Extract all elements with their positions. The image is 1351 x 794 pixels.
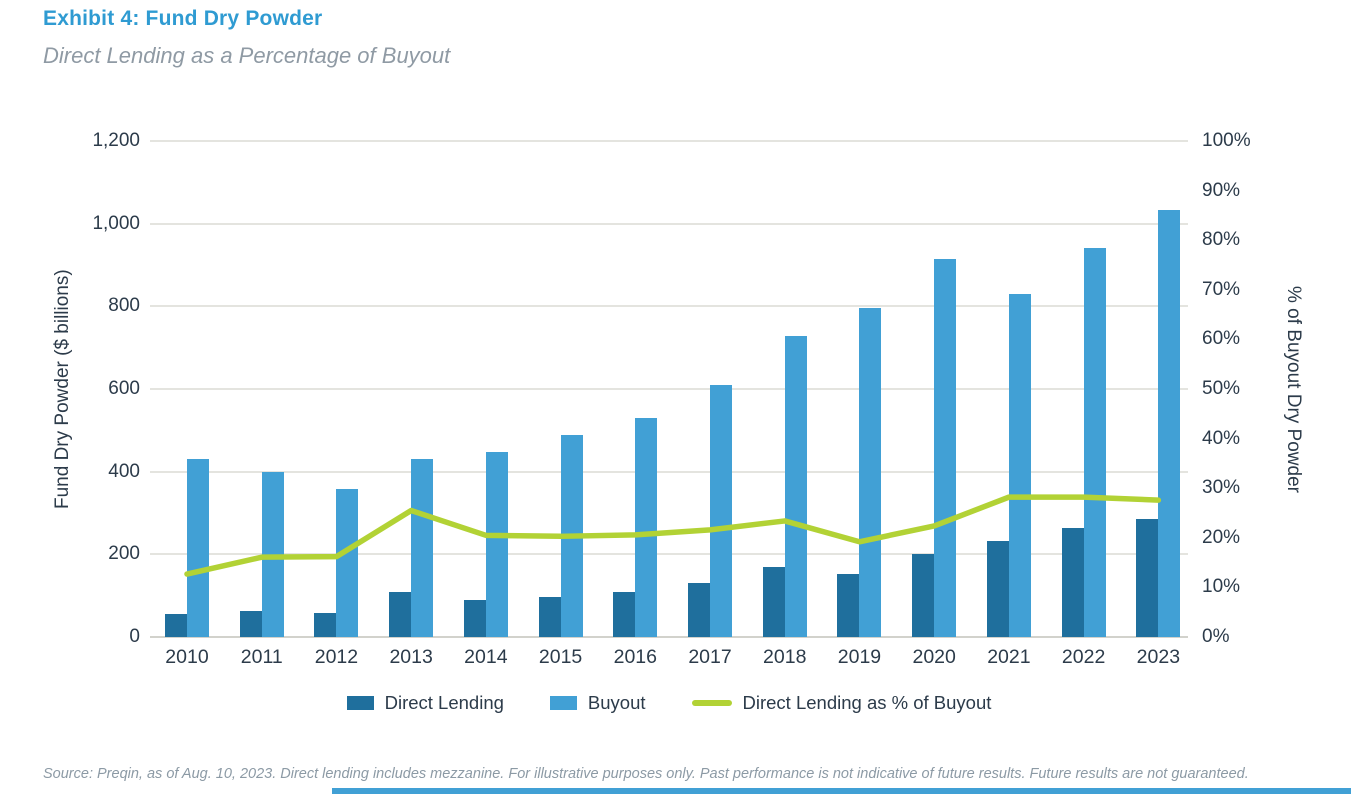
- right-tick-label: 20%: [1202, 526, 1241, 548]
- bar-direct-lending-2015: [538, 596, 561, 637]
- bar-buyout-2019: [859, 307, 882, 637]
- bar-direct-lending-2018: [762, 566, 785, 637]
- source-note: Source: Preqin, as of Aug. 10, 2023. Dir…: [43, 766, 1249, 782]
- x-axis-label-2018: 2018: [763, 646, 807, 668]
- x-axis-label-2012: 2012: [314, 646, 359, 668]
- footer-accent-bar: [332, 788, 1351, 794]
- bar-direct-lending-2020: [912, 554, 935, 637]
- right-tick-label: 80%: [1202, 229, 1241, 251]
- bar-direct-lending-2014: [463, 599, 486, 637]
- bar-buyout-2017: [710, 384, 733, 637]
- bar-buyout-2012: [336, 489, 359, 637]
- x-axis-label-2020: 2020: [912, 646, 956, 668]
- bar-buyout-2013: [411, 459, 434, 637]
- x-axis-label-2017: 2017: [688, 646, 732, 668]
- right-tick-label: 10%: [1202, 576, 1241, 598]
- right-tick-label: 100%: [1202, 130, 1251, 151]
- legend-label: Direct Lending as % of Buyout: [742, 692, 992, 713]
- gridline: [150, 388, 1188, 390]
- bar-buyout-2021: [1008, 293, 1031, 637]
- gridline: [150, 553, 1188, 556]
- right-tick-label: 0%: [1202, 626, 1230, 647]
- bar-direct-lending-2023: [1136, 519, 1159, 637]
- legend-label: Direct Lending: [384, 692, 504, 713]
- gridline: [150, 140, 1188, 142]
- right-tick-label: 70%: [1202, 278, 1241, 300]
- gridline: [150, 305, 1188, 308]
- bar-buyout-2014: [485, 452, 508, 637]
- exhibit-subtitle: Direct Lending as a Percentage of Buyout: [43, 43, 451, 68]
- bar-direct-lending-2011: [239, 610, 262, 637]
- chart-legend: Direct Lending Buyout Direct Lending as % …: [150, 692, 1188, 714]
- legend-item-direct-lending-as-of-buyout: Direct Lending as % of Buyout: [691, 692, 992, 714]
- legend-item-buyout: Buyout: [549, 692, 646, 714]
- right-tick-label: 60%: [1202, 328, 1241, 350]
- bar-buyout-2010: [187, 459, 209, 637]
- x-axis-label-2010: 2010: [165, 646, 209, 668]
- bar-buyout-2016: [635, 417, 658, 637]
- bar-direct-lending-2010: [165, 614, 187, 637]
- left-tick-label: 1,000: [92, 212, 140, 234]
- gridline: [150, 222, 1188, 225]
- bar-direct-lending-2016: [613, 592, 636, 637]
- bar-buyout-2023: [1158, 210, 1181, 637]
- x-axis-label-2022: 2022: [1061, 646, 1106, 668]
- right-axis-title: % of Buyout Dry Powder: [1283, 285, 1304, 493]
- left-tick-label: 0: [129, 626, 140, 647]
- bar-direct-lending-2021: [986, 541, 1009, 637]
- left-tick-label: 1,200: [92, 130, 140, 151]
- right-tick-label: 90%: [1202, 179, 1241, 201]
- right-tick-label: 40%: [1202, 427, 1241, 449]
- x-axis-label-2021: 2021: [987, 646, 1031, 668]
- left-tick-label: 600: [108, 378, 140, 399]
- right-tick-label: 30%: [1202, 477, 1241, 499]
- x-axis-label-2023: 2023: [1136, 646, 1181, 668]
- x-axis-label-2014: 2014: [464, 646, 508, 668]
- bar-direct-lending-2013: [389, 592, 412, 637]
- legend-bar-swatch: [549, 696, 577, 710]
- bar-buyout-2022: [1083, 248, 1106, 637]
- bar-direct-lending-2019: [837, 574, 860, 637]
- bar-buyout-2020: [934, 258, 957, 637]
- x-axis-label-2015: 2015: [538, 646, 583, 668]
- legend-item-direct-lending: Direct Lending: [346, 692, 504, 714]
- left-tick-label: 400: [108, 460, 140, 482]
- x-axis-label-2016: 2016: [613, 646, 657, 668]
- bar-buyout-2018: [784, 336, 807, 637]
- x-axis-label-2013: 2013: [389, 646, 433, 668]
- right-tick-label: 50%: [1202, 378, 1241, 399]
- bar-direct-lending-2022: [1061, 528, 1084, 637]
- x-axis-label-2019: 2019: [837, 646, 882, 668]
- gridline: [150, 470, 1188, 473]
- x-axis-label-2011: 2011: [240, 646, 283, 668]
- pct-line: [184, 494, 1162, 577]
- legend-label: Buyout: [587, 692, 646, 713]
- legend-bar-swatch: [346, 696, 374, 710]
- exhibit-title: Exhibit 4: Fund Dry Powder: [43, 7, 323, 30]
- bar-direct-lending-2017: [688, 583, 711, 637]
- plot-area: [150, 140, 1188, 638]
- x-axis-baseline: [150, 636, 1188, 638]
- left-tick-label: 800: [108, 295, 140, 317]
- legend-line-swatch: [691, 700, 732, 706]
- bar-direct-lending-2012: [314, 613, 337, 637]
- left-tick-label: 200: [108, 543, 140, 565]
